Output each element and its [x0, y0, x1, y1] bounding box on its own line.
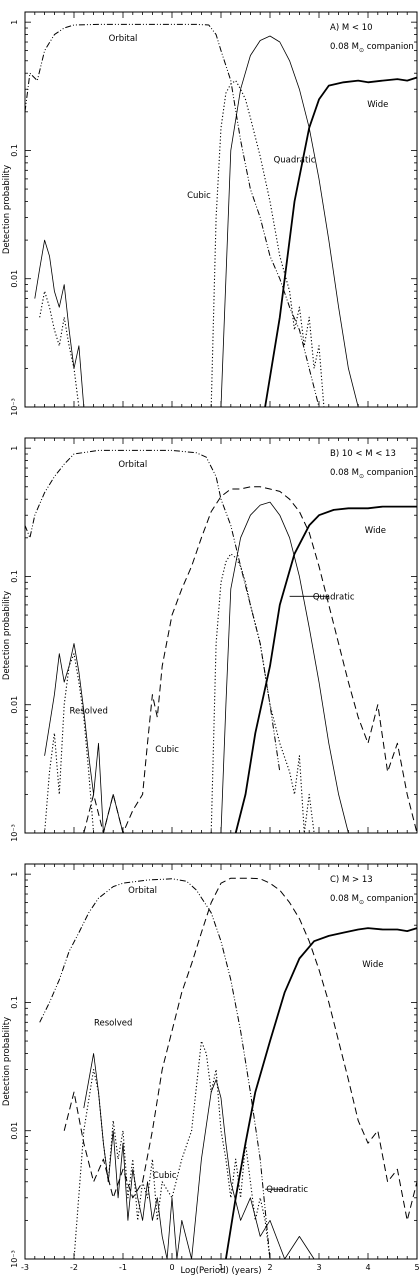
series-line-cubic [44, 553, 315, 834]
annotation-label: Quadratic [266, 1185, 308, 1195]
x-tick-label: -3 [21, 1263, 29, 1272]
annotation-label: Wide [365, 526, 386, 536]
y-tick-label: 0.01 [10, 696, 19, 714]
x-tick-label: 5 [414, 1263, 419, 1272]
annotation-label: Quadratic [313, 592, 355, 602]
y-tick-label: 0.01 [10, 1122, 19, 1140]
y-tick-label: 0.01 [10, 270, 19, 288]
y-tick-label: 10⁻³ [10, 398, 19, 416]
x-tick-label: 3 [316, 1263, 321, 1272]
annotation-label: Quadratic [274, 155, 316, 165]
series-line-quadratic [44, 501, 349, 834]
companion-label: 0.08 M⊙ companion [330, 42, 414, 54]
plot-frame [24, 437, 418, 834]
panel-label: A) M < 10 [330, 23, 373, 33]
panels: 10⁻³ 0.01 0.1 1 Detection probability Orbital… [2, 11, 419, 1272]
annotation-label: Orbital [128, 886, 157, 896]
series-line-orbital [24, 23, 320, 408]
series-line-wide [225, 927, 418, 1260]
y-tick-label: 1 [10, 20, 19, 25]
annotation-label: Resolved [94, 1018, 132, 1028]
annotation-label: Wide [362, 960, 383, 970]
chart-panel: 10⁻³ 0.01 0.1 1 Detection probability Orbital… [2, 11, 418, 416]
annotation-label: Orbital [109, 34, 138, 44]
series-line-quadratic [83, 1053, 315, 1260]
chart-panel: 10⁻³ 0.01 0.1 1 -3 -2 -1 0 1 2 3 4 5 Detection probab… [2, 863, 419, 1272]
series-line-cubic [39, 80, 329, 408]
y-tick-label: 1 [10, 872, 19, 877]
annotation-label: Resolved [69, 707, 107, 717]
series-line-resolved [83, 486, 418, 834]
series-line-resolved [63, 877, 418, 1221]
x-tick-label: 2 [267, 1263, 272, 1272]
y-tick-label: 1 [10, 446, 19, 451]
x-tick-label: -2 [70, 1263, 78, 1272]
annotation-label: Cubic [153, 1171, 177, 1181]
y-axis-label: Detection probability [2, 1017, 12, 1106]
x-tick-label: 1 [218, 1263, 223, 1272]
companion-label: 0.08 M⊙ companion [330, 468, 414, 480]
plot-frame [24, 11, 418, 408]
y-tick-label: 0.1 [10, 570, 19, 583]
y-axis-label: Detection probability [2, 165, 12, 254]
y-tick-label: 10⁻³ [10, 824, 19, 842]
annotation-label: Cubic [187, 191, 211, 201]
plot-frame [24, 863, 418, 1260]
panel-label: C) M > 13 [330, 875, 373, 885]
x-axis-label: Log(Period) (years) [180, 1266, 261, 1276]
series-line-wide [234, 505, 417, 834]
chart-panel: 10⁻³ 0.01 0.1 1 Detection probability Orbital… [2, 437, 418, 842]
series-line-cubic [73, 1040, 271, 1260]
series-line-orbital [24, 449, 281, 772]
x-tick-label: 0 [169, 1263, 174, 1272]
y-tick-label: 0.1 [10, 144, 19, 157]
series-line-wide [264, 76, 418, 408]
y-tick-label: 10⁻³ [10, 1250, 19, 1268]
annotation-label: Cubic [155, 745, 179, 755]
panel-label: B) 10 < M < 13 [330, 449, 396, 459]
annotation-label: Wide [367, 100, 388, 110]
annotation-label: Orbital [118, 460, 147, 470]
y-axis-label: Detection probability [2, 591, 12, 680]
companion-label: 0.08 M⊙ companion [330, 894, 414, 906]
series-line-quadratic [34, 35, 359, 408]
y-tick-label: 0.1 [10, 996, 19, 1009]
x-tick-label: -1 [119, 1263, 127, 1272]
x-tick-label: 4 [365, 1263, 370, 1272]
